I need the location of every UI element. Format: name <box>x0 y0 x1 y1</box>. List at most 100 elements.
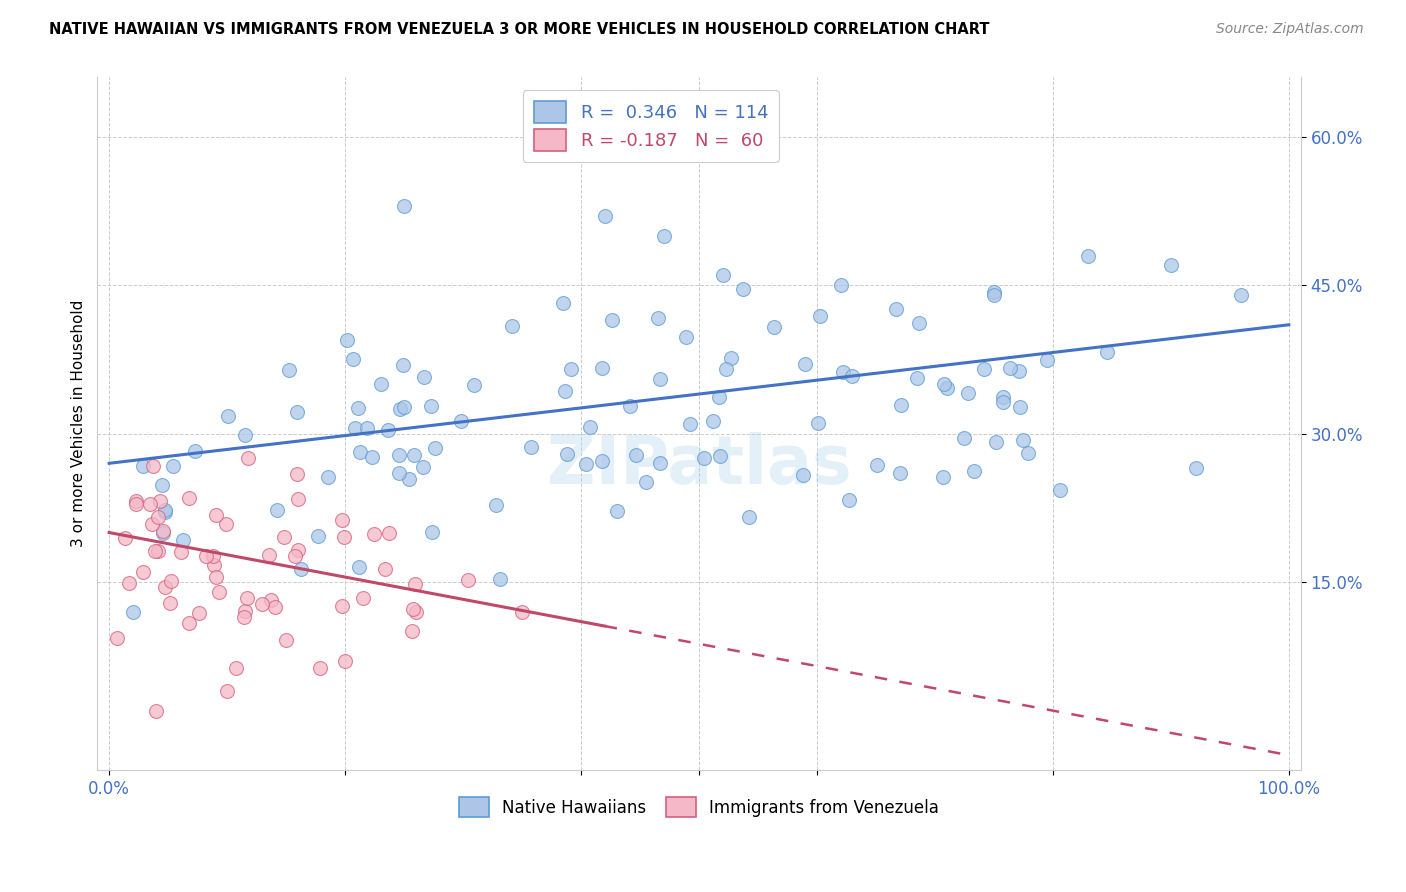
Point <box>141 516 163 531</box>
Point <box>155 502 177 516</box>
Point <box>287 492 309 507</box>
Point <box>731 282 754 296</box>
Point <box>388 401 411 416</box>
Point <box>370 377 392 392</box>
Point <box>693 450 716 465</box>
Point <box>105 632 128 646</box>
Point <box>619 400 641 414</box>
Point <box>720 351 742 366</box>
Point <box>404 577 426 591</box>
Point <box>841 369 863 384</box>
Point <box>807 417 830 431</box>
Point <box>342 352 364 367</box>
Point <box>316 470 339 484</box>
Point <box>419 400 441 414</box>
Point <box>142 458 165 473</box>
Point <box>125 496 148 510</box>
Point <box>600 312 623 326</box>
Point <box>738 510 761 524</box>
Point <box>554 384 576 398</box>
Point <box>574 457 596 471</box>
Point <box>510 605 533 619</box>
Point <box>592 360 614 375</box>
Text: NATIVE HAWAIIAN VS IMMIGRANTS FROM VENEZUELA 3 OR MORE VEHICLES IN HOUSEHOLD COR: NATIVE HAWAIIAN VS IMMIGRANTS FROM VENEZ… <box>49 22 990 37</box>
Point <box>501 318 523 333</box>
Point <box>794 357 817 371</box>
Point <box>290 562 312 576</box>
Point <box>401 624 423 639</box>
Point <box>420 524 443 539</box>
Point <box>634 475 657 490</box>
Point <box>152 524 174 538</box>
Point <box>650 456 672 470</box>
Point <box>889 467 911 481</box>
Point <box>401 602 423 616</box>
Point <box>709 449 731 463</box>
Point <box>204 570 226 584</box>
Point <box>838 492 860 507</box>
Point <box>285 467 308 482</box>
Point <box>593 209 616 223</box>
Point <box>973 362 995 376</box>
Point <box>349 444 371 458</box>
Point <box>307 529 329 543</box>
Point <box>392 358 415 372</box>
Point <box>936 381 959 395</box>
Point <box>647 311 669 326</box>
Point <box>344 420 367 434</box>
Point <box>143 544 166 558</box>
Point <box>1008 364 1031 378</box>
Point <box>606 504 628 518</box>
Point <box>201 549 224 563</box>
Point <box>184 443 207 458</box>
Point <box>284 549 307 563</box>
Point <box>679 417 702 431</box>
Point <box>560 361 582 376</box>
Point <box>356 421 378 435</box>
Point <box>402 448 425 462</box>
Point <box>392 199 415 213</box>
Point <box>388 466 411 480</box>
Point <box>392 400 415 414</box>
Point <box>953 431 976 445</box>
Point <box>139 497 162 511</box>
Point <box>555 447 578 461</box>
Point <box>363 527 385 541</box>
Point <box>1049 483 1071 497</box>
Point <box>114 531 136 545</box>
Point <box>285 405 308 419</box>
Point <box>233 604 256 618</box>
Point <box>259 592 281 607</box>
Point <box>378 526 401 541</box>
Point <box>225 661 247 675</box>
Point <box>551 296 574 310</box>
Point <box>484 498 506 512</box>
Point <box>792 468 814 483</box>
Point <box>217 409 239 424</box>
Point <box>145 704 167 718</box>
Point <box>932 377 955 392</box>
Point <box>983 288 1005 302</box>
Point <box>266 503 288 517</box>
Point <box>330 513 353 527</box>
Point <box>333 530 356 544</box>
Point <box>388 448 411 462</box>
Point <box>675 330 697 344</box>
Point <box>714 361 737 376</box>
Point <box>374 562 396 576</box>
Point <box>763 320 786 334</box>
Point <box>352 591 374 605</box>
Point <box>132 458 155 473</box>
Point <box>832 365 855 379</box>
Point <box>149 494 172 508</box>
Point <box>457 573 479 587</box>
Point <box>1095 344 1118 359</box>
Point <box>963 464 986 478</box>
Point <box>195 549 218 563</box>
Point <box>159 596 181 610</box>
Point <box>233 427 256 442</box>
Point <box>188 606 211 620</box>
Point <box>250 597 273 611</box>
Point <box>520 440 543 454</box>
Point <box>808 309 831 323</box>
